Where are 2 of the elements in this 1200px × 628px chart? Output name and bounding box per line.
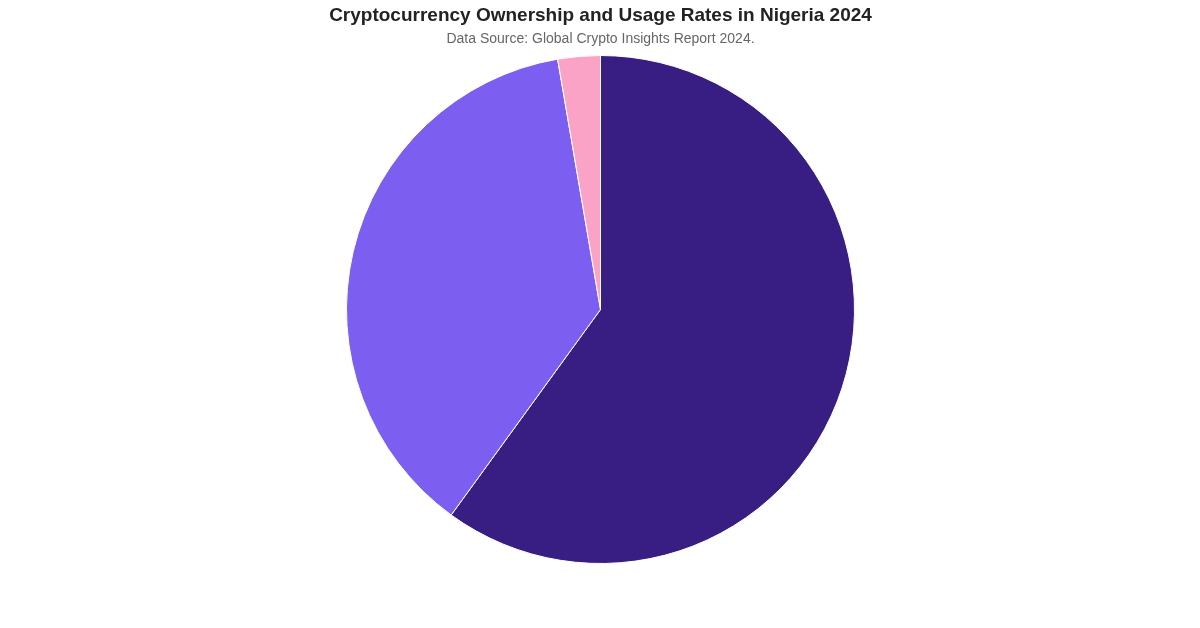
chart-title: Cryptocurrency Ownership and Usage Rates in Nigeria 2024 — [329, 3, 873, 25]
chart-subtitle: Data Source: Global Crypto Insights Report 2024. — [446, 29, 755, 46]
